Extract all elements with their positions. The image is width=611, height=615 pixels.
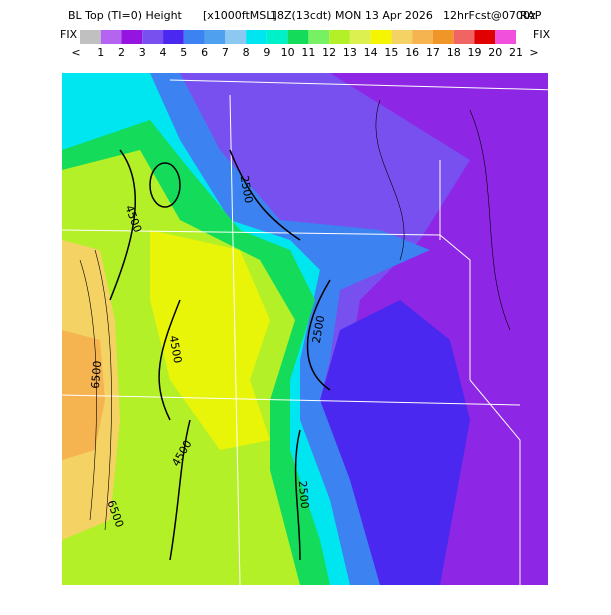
colorbar-label: 19 — [467, 46, 481, 59]
colorbar-right-label: FIX — [533, 28, 551, 41]
color-swatch — [142, 30, 164, 44]
colorbar-label: 17 — [426, 46, 440, 59]
colorbar-label: 7 — [222, 46, 229, 59]
contour-label: 2500 — [296, 480, 311, 509]
color-swatch — [349, 30, 371, 44]
color-swatch — [432, 30, 454, 44]
colorbar-label: 10 — [281, 46, 295, 59]
color-swatch — [495, 30, 516, 44]
color-swatch — [80, 30, 101, 44]
valid-time: 18Z(13cdt) MON 13 Apr 2026 — [270, 9, 433, 22]
colorbar: <1 2 3 4 5 6 7 8 9 10 11 12 13 14 15 16 17 18 19 20 21 > — [71, 30, 539, 59]
color-swatch — [474, 30, 496, 44]
color-swatch — [163, 30, 184, 44]
colorbar-label: 5 — [180, 46, 187, 59]
contour-label: 2500 — [238, 174, 256, 204]
title: BL Top (TI=0) Height — [68, 9, 183, 22]
color-swatch — [453, 30, 475, 44]
forecast: 12hrFcst@0700z — [443, 9, 536, 22]
colorbar-label: 21 — [509, 46, 523, 59]
colorbar-label: < — [71, 46, 80, 59]
colorbar-label: > — [529, 46, 538, 59]
colorbar-label: 15 — [384, 46, 398, 59]
color-swatch — [266, 30, 288, 44]
contour-label: 6500 — [89, 360, 104, 389]
color-swatch — [225, 30, 247, 44]
color-swatch — [100, 30, 122, 44]
colorbar-label: 3 — [139, 46, 146, 59]
contour-label: 2500 — [310, 314, 328, 344]
colorbar-label: 4 — [160, 46, 167, 59]
colorbar-label: 18 — [447, 46, 461, 59]
model: RAP — [520, 9, 542, 22]
color-swatch — [183, 30, 205, 44]
colorbar-label: 2 — [118, 46, 125, 59]
units: [x1000ftMSL] — [203, 9, 277, 22]
contour-label: 4500 — [167, 334, 185, 364]
color-swatch — [370, 30, 392, 44]
thin-contours — [79, 99, 511, 531]
color-swatch — [412, 30, 433, 44]
color-swatch — [204, 30, 226, 44]
colorbar-label: 14 — [364, 46, 378, 59]
colorbar-label: 6 — [201, 46, 208, 59]
colorbar-label: 20 — [488, 46, 502, 59]
contours — [109, 149, 331, 561]
color-swatch — [391, 30, 413, 44]
state-borders — [62, 79, 548, 585]
color-swatch — [308, 30, 330, 44]
colorbar-label: 11 — [301, 46, 315, 59]
colorbar-label: 12 — [322, 46, 336, 59]
colorbar-label: 1 — [97, 46, 104, 59]
color-swatch — [246, 30, 267, 44]
color-swatch — [287, 30, 309, 44]
colorbar-left-label: FIX — [60, 28, 78, 41]
color-swatch — [121, 30, 143, 44]
colorbar-label: 8 — [243, 46, 250, 59]
colorbar-label: 13 — [343, 46, 357, 59]
colorbar-label: 9 — [263, 46, 270, 59]
color-swatch — [329, 30, 350, 44]
field-yellow — [150, 230, 270, 450]
colorbar-label: 16 — [405, 46, 419, 59]
